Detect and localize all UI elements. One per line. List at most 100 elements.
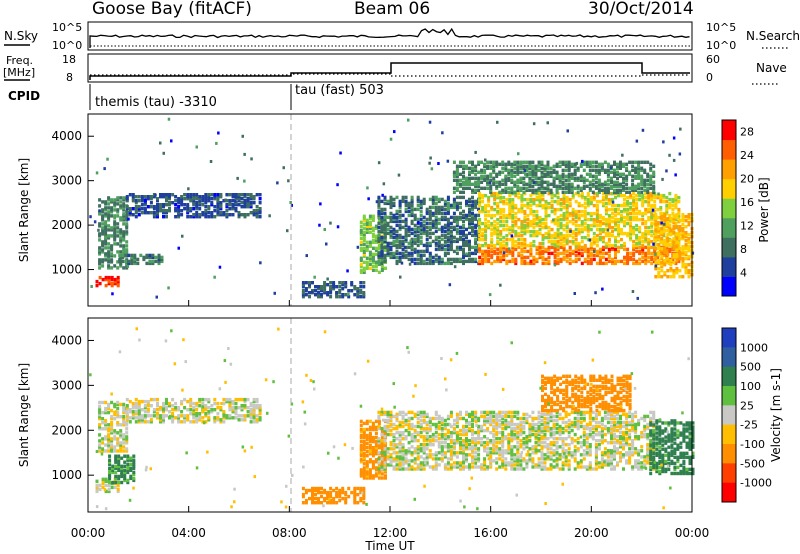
velocity-echo-cell (104, 410, 108, 415)
velocity-echo-cell (419, 430, 423, 435)
velocity-echo-cell (198, 416, 202, 420)
velocity-echo-cell (380, 448, 384, 452)
power-echo-cell (437, 259, 441, 264)
power-echo-cell (499, 215, 503, 220)
velocity-echo-cell (413, 414, 417, 419)
power-echo-cell (416, 225, 420, 230)
power-echo-cell (652, 190, 656, 194)
power-echo-cell (487, 253, 491, 258)
power-echo-cell (675, 237, 679, 241)
power-echo-cell (601, 237, 605, 242)
power-echo-cell (419, 231, 423, 236)
power-echo-cell (413, 250, 417, 254)
power-echo-cell (579, 178, 583, 182)
power-echo-cell (517, 152, 520, 156)
velocity-echo-cell (443, 453, 447, 457)
velocity-echo-cell (216, 406, 220, 410)
power-echo-cell (237, 197, 241, 201)
power-echo-cell (678, 237, 682, 241)
velocity-echo-cell (195, 418, 199, 422)
power-echo-cell (490, 239, 494, 244)
power-echo-cell (502, 219, 506, 224)
power-echo-cell (668, 197, 672, 202)
power-colorbar-segment (722, 237, 736, 258)
velocity-echo-cell (407, 416, 411, 421)
power-echo-cell (446, 197, 450, 202)
power-echo-cell (398, 225, 402, 230)
power-echo-cell (565, 207, 569, 212)
power-echo-cell (383, 239, 387, 244)
velocity-echo-cell (392, 432, 396, 437)
power-echo-cell (474, 166, 478, 170)
velocity-echo-cell (231, 410, 235, 414)
velocity-echo-cell (365, 419, 369, 424)
power-echo-cell (654, 219, 658, 223)
velocity-echo-cell (126, 470, 130, 475)
velocity-echo-cell (392, 445, 396, 449)
power-echo-cell (628, 160, 632, 164)
power-echo-cell (465, 243, 468, 248)
power-echo-cell (553, 221, 557, 226)
velocity-echo-cell (129, 476, 133, 481)
velocity-echo-cell (389, 461, 393, 465)
power-echo-cell (501, 160, 505, 164)
power-echo-cell (392, 217, 396, 222)
power-echo-cell (410, 219, 414, 224)
power-echo-cell (644, 219, 648, 224)
power-echo-cell (593, 249, 596, 253)
velocity-echo-cell (425, 414, 429, 419)
power-echo-cell (525, 172, 529, 176)
velocity-echo-cell (410, 459, 414, 463)
velocity-echo-cell (98, 447, 102, 451)
power-echo-cell (493, 245, 497, 250)
power-echo-cell (663, 271, 667, 275)
power-echo-cell (177, 207, 181, 211)
velocity-echo-cell (410, 432, 414, 437)
power-echo-cell (121, 255, 125, 260)
power-echo-cell (252, 211, 256, 215)
power-echo-cell (492, 162, 496, 166)
power-echo-cell (637, 182, 641, 186)
power-echo-cell (507, 172, 511, 176)
velocity-echo-cell (255, 414, 259, 418)
power-echo-cell (606, 228, 610, 232)
power-echo-cell (571, 235, 575, 240)
power-echo-cell (499, 199, 503, 204)
velocity-echo-cell (234, 412, 238, 416)
power-echo-cell (359, 285, 363, 289)
power-echo-cell (434, 241, 438, 246)
power-echo-cell (684, 219, 688, 223)
power-echo-cell (386, 223, 390, 228)
power-echo-cell (121, 253, 125, 258)
power-echo-cell (687, 275, 691, 279)
power-echo-cell (398, 227, 402, 232)
power-echo-cell (465, 199, 468, 204)
power-echo-cell (650, 211, 654, 216)
velocity-echo-cell (353, 486, 357, 491)
power-echo-cell (559, 235, 563, 240)
power-echo-cell (252, 213, 256, 217)
power-echo-cell (124, 259, 128, 264)
power-echo-cell (474, 164, 478, 168)
power-echo-cell (104, 202, 108, 206)
power-echo-cell (455, 221, 459, 226)
power-echo-cell (613, 160, 616, 164)
velocity-echo-cell (107, 404, 111, 409)
power-echo-cell (666, 237, 670, 241)
power-echo-cell (462, 259, 465, 264)
power-echo-cell (504, 190, 508, 194)
power-echo-cell (474, 241, 478, 246)
power-echo-cell (468, 211, 471, 216)
power-echo-cell (134, 199, 138, 203)
power-echo-cell (634, 184, 638, 188)
power-echo-cell (585, 172, 589, 176)
power-echo-cell (672, 237, 676, 241)
power-echo-cell (487, 195, 491, 200)
power-echo-cell (377, 233, 381, 238)
velocity-echo-cell (362, 474, 366, 478)
velocity-echo-cell (383, 453, 387, 457)
power-echo-cell (535, 203, 539, 208)
power-echo-cell (386, 231, 390, 236)
power-echo-cell (335, 295, 339, 299)
power-echo-cell (383, 215, 387, 220)
